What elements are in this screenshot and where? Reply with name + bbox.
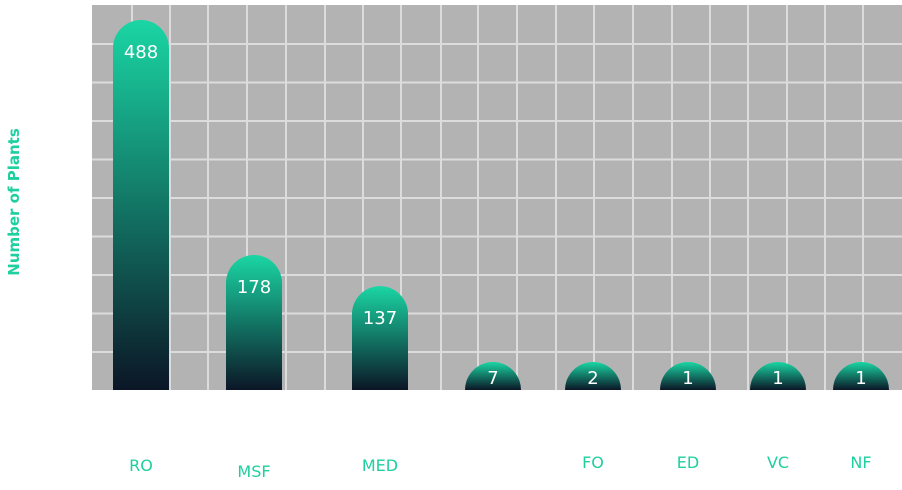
x-tick-label: FO [582,453,604,472]
data-label: 137 [363,308,397,329]
x-tick-label: ED [677,453,699,472]
grid-lines [92,5,902,390]
x-tick-label: VC [767,453,789,472]
y-axis-label: Number of Plants [5,128,23,276]
x-tick-label: RO [129,456,153,475]
bar-ed [660,362,716,390]
data-label: 178 [237,277,271,298]
data-label: 488 [124,42,158,63]
data-label: 2 [587,368,598,389]
bars [113,20,889,390]
x-tick-label: MED [362,456,398,475]
bar-nf [833,362,889,390]
x-tick-label: MSF [237,462,270,481]
data-label: 1 [772,368,783,389]
data-label: 1 [855,368,866,389]
data-label: 1 [682,368,693,389]
bar-msf [226,255,282,390]
x-tick-labels: RO MSF MED FO ED VC NF [129,453,871,481]
data-labels: 488 178 137 7 2 1 1 1 [124,42,867,389]
bar-vc [750,362,806,390]
bar-unlabeled [465,362,521,390]
data-label: 7 [487,368,498,389]
bar-med [352,286,408,390]
x-tick-label: NF [850,453,871,472]
bar-fo [565,362,621,390]
bar-ro [113,20,169,390]
